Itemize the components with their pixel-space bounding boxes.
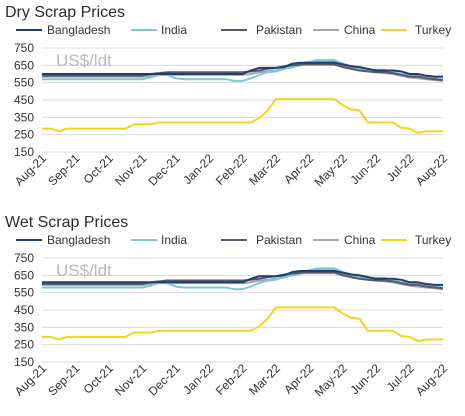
- legend-label-bangladesh: Bangladesh: [47, 233, 110, 247]
- x-tick-label: Nov-21: [112, 361, 149, 398]
- y-tick-label: 550: [14, 286, 34, 300]
- series-line-turkey: [42, 306, 443, 343]
- y-tick-label: 350: [14, 320, 34, 334]
- x-tick-label: Sep-21: [45, 151, 82, 188]
- x-tick-label: May-22: [312, 361, 350, 399]
- x-tick-label: Aug-22: [413, 151, 450, 188]
- legend-label-turkey: Turkey: [415, 233, 451, 247]
- x-tick-label: Jun-22: [347, 361, 383, 397]
- legend-label-pakistan: Pakistan: [256, 233, 302, 247]
- legend-label-china: China: [344, 233, 376, 247]
- series-line-pakistan: [42, 63, 444, 82]
- x-tick-label: Feb-22: [213, 151, 250, 188]
- x-tick-label: Jul-22: [384, 151, 417, 184]
- x-tick-label: May-22: [312, 151, 350, 189]
- chart-title: Wet Scrap Prices: [5, 214, 128, 231]
- x-tick-label: Feb-22: [213, 361, 250, 398]
- x-tick-label: Oct-21: [81, 361, 117, 397]
- y-tick-label: 450: [14, 93, 34, 107]
- chart-panel-1: Dry Scrap Prices Bangladesh India Pakistan C…: [5, 4, 451, 189]
- legend-label-pakistan: Pakistan: [256, 23, 302, 37]
- y-tick-label: 250: [14, 338, 34, 352]
- y-tick-label: 750: [14, 41, 34, 55]
- y-tick-label: 650: [14, 268, 34, 282]
- chart-title: Dry Scrap Prices: [5, 4, 125, 21]
- unit-label: US$/ldt: [56, 51, 112, 70]
- y-tick-label: 650: [14, 58, 34, 72]
- x-tick-label: Dec-21: [146, 361, 183, 398]
- series-line-bangladesh: [42, 61, 443, 78]
- x-tick-label: Jul-22: [384, 361, 417, 394]
- unit-label: US$/ldt: [56, 261, 112, 280]
- x-tick-label: Sep-21: [45, 361, 82, 398]
- x-tick-label: Jan-22: [180, 151, 216, 187]
- series-line-pakistan: [42, 271, 444, 290]
- y-tick-label: 450: [14, 303, 34, 317]
- y-tick-label: 150: [14, 355, 34, 369]
- series-line-turkey: [42, 98, 443, 134]
- y-tick-label: 750: [14, 251, 34, 265]
- x-tick-label: Mar-22: [246, 151, 283, 188]
- x-tick-label: Aug-22: [413, 361, 450, 398]
- y-tick-label: 150: [14, 145, 34, 159]
- legend-label-bangladesh: Bangladesh: [47, 23, 110, 37]
- y-tick-label: 550: [14, 76, 34, 90]
- series-line-bangladesh: [42, 270, 443, 286]
- x-tick-label: Apr-22: [281, 151, 317, 187]
- x-tick-label: Nov-21: [112, 151, 149, 188]
- legend-label-china: China: [344, 23, 376, 37]
- x-tick-label: Apr-22: [281, 361, 317, 397]
- x-tick-label: Dec-21: [146, 151, 183, 188]
- x-tick-label: Jun-22: [347, 151, 383, 187]
- x-tick-label: Mar-22: [246, 361, 283, 398]
- y-tick-label: 350: [14, 110, 34, 124]
- legend-label-turkey: Turkey: [415, 23, 451, 37]
- x-tick-label: Jan-22: [180, 361, 216, 397]
- y-tick-label: 250: [14, 128, 34, 142]
- x-tick-label: Oct-21: [81, 151, 117, 187]
- legend-label-india: India: [161, 233, 187, 247]
- legend-label-india: India: [161, 23, 187, 37]
- chart-panel-2: Wet Scrap Prices Bangladesh India Pakistan C…: [5, 214, 451, 399]
